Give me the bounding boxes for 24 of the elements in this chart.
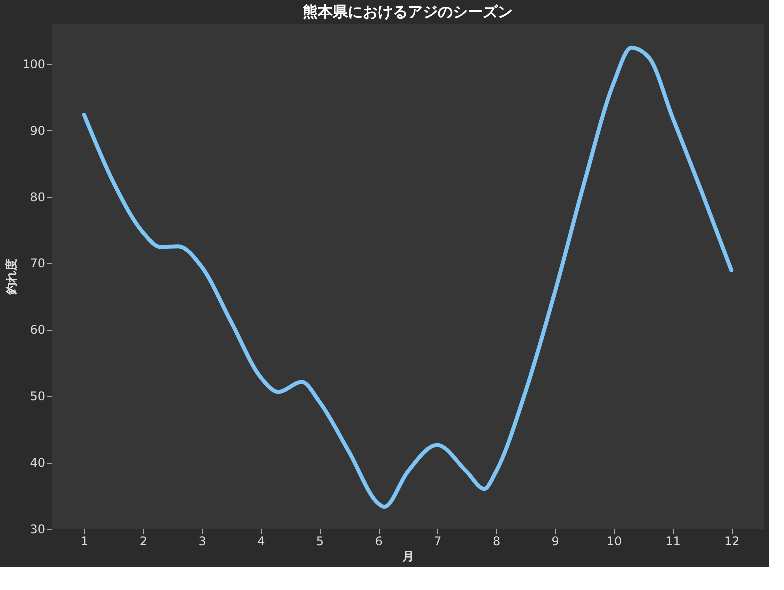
y-tick-label: 100 bbox=[22, 57, 46, 72]
x-tick-label: 1 bbox=[81, 534, 89, 548]
y-tick-label: 40 bbox=[30, 456, 46, 470]
x-tick-label: 6 bbox=[375, 534, 383, 548]
y-tick-label: 30 bbox=[30, 522, 46, 536]
x-tick-label: 2 bbox=[140, 534, 148, 548]
y-tick-label: 50 bbox=[30, 390, 46, 404]
x-tick-label: 7 bbox=[434, 534, 442, 548]
x-tick-label: 3 bbox=[198, 534, 206, 548]
x-axis-title: 月 bbox=[402, 550, 414, 564]
y-tick-label: 60 bbox=[30, 323, 46, 338]
y-tick-label: 90 bbox=[30, 124, 46, 138]
y-tick-label: 70 bbox=[30, 256, 46, 271]
line-series bbox=[82, 46, 734, 510]
x-tick-label: 10 bbox=[606, 534, 622, 548]
x-tick-label: 4 bbox=[258, 534, 266, 548]
chart-title: 熊本県におけるアジのシーズン bbox=[303, 3, 513, 21]
y-axis-title: 釣れ度 bbox=[4, 259, 19, 296]
x-tick-label: 11 bbox=[666, 534, 681, 548]
y-tick-label: 80 bbox=[30, 190, 46, 204]
x-tick-label: 8 bbox=[492, 534, 501, 548]
x-tick-label: 9 bbox=[552, 534, 560, 548]
x-tick-label: 12 bbox=[724, 534, 740, 548]
x-tick-label: 5 bbox=[316, 534, 324, 548]
